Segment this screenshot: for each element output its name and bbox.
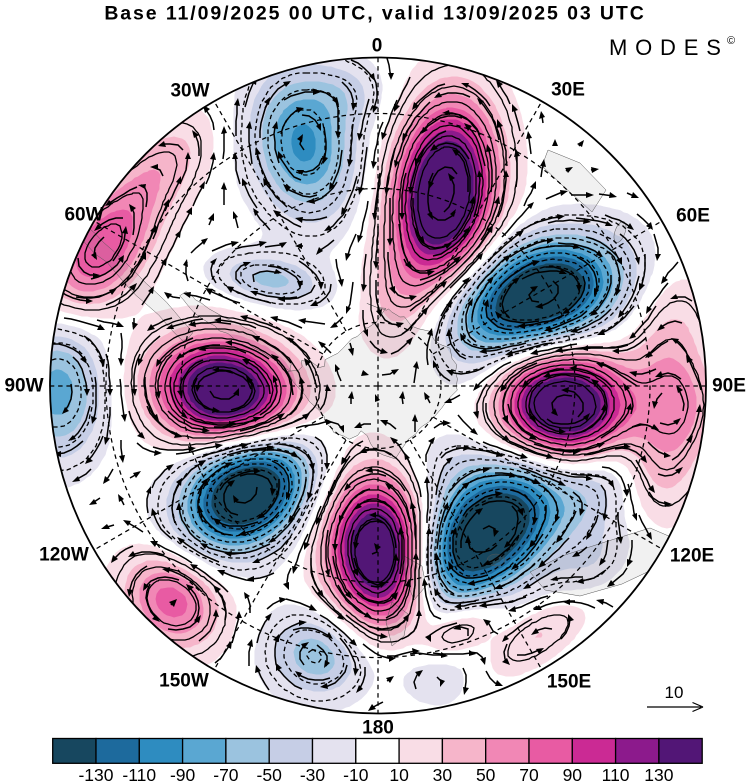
svg-text:10: 10 [389,765,409,783]
svg-text:180: 180 [362,718,394,739]
svg-text:120E: 120E [670,546,714,567]
svg-text:0: 0 [372,36,383,57]
svg-text:30E: 30E [551,80,585,101]
svg-text:-30: -30 [300,765,326,783]
svg-text:30: 30 [433,765,453,783]
svg-text:30W: 30W [170,81,209,102]
svg-text:150E: 150E [547,672,591,693]
svg-text:60E: 60E [676,206,710,227]
svg-text:-130: -130 [78,765,113,783]
svg-text:120W: 120W [39,545,89,566]
svg-text:90: 90 [563,765,583,783]
svg-text:50: 50 [476,765,496,783]
svg-text:90W: 90W [4,376,43,397]
svg-text:-10: -10 [343,765,369,783]
svg-text:110: 110 [602,765,630,783]
svg-text:-50: -50 [257,765,283,783]
svg-text:70: 70 [519,765,539,783]
svg-text:130: 130 [644,765,673,783]
svg-text:Base 11/09/2025 00 UTC, valid: Base 11/09/2025 00 UTC, valid 13/09/2025… [104,3,645,25]
svg-text:-70: -70 [213,765,239,783]
svg-text:-110: -110 [122,765,156,783]
svg-text:90E: 90E [712,376,746,397]
svg-text:MODES: MODES [609,35,729,60]
svg-text:150W: 150W [159,671,209,692]
svg-text:60W: 60W [64,205,103,226]
svg-text:10: 10 [665,683,684,702]
svg-text:-90: -90 [170,765,196,783]
svg-text:©: © [727,35,735,47]
